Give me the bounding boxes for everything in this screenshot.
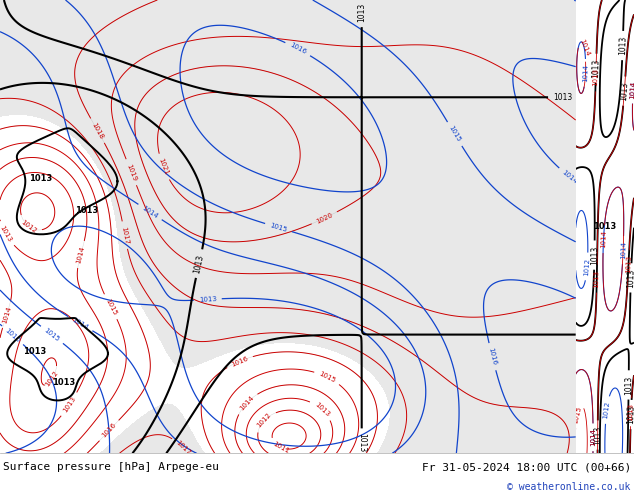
Text: 1013: 1013 — [626, 268, 634, 288]
Text: 1013: 1013 — [592, 59, 601, 78]
Text: 1014: 1014 — [590, 428, 596, 446]
Text: 1016: 1016 — [230, 355, 249, 368]
Text: 1012: 1012 — [583, 257, 591, 276]
Text: 1014: 1014 — [561, 169, 579, 185]
Text: 1013: 1013 — [625, 255, 632, 273]
Text: 1015: 1015 — [448, 125, 462, 143]
Text: 1013: 1013 — [0, 225, 13, 243]
Text: 1012: 1012 — [256, 412, 273, 429]
Text: 1013: 1013 — [618, 36, 628, 55]
Text: 1013: 1013 — [313, 401, 330, 417]
Text: 1015: 1015 — [43, 327, 61, 343]
Text: 1013: 1013 — [198, 296, 217, 303]
Text: 1013: 1013 — [23, 346, 46, 356]
Text: 1013: 1013 — [193, 253, 205, 274]
Text: 1014: 1014 — [620, 241, 626, 259]
Text: 1014: 1014 — [630, 80, 634, 99]
Text: 1020: 1020 — [315, 212, 333, 224]
Text: 1013: 1013 — [593, 68, 599, 87]
Text: 1012: 1012 — [602, 401, 611, 419]
Text: 1014: 1014 — [141, 205, 159, 220]
Text: 1012: 1012 — [20, 219, 38, 234]
Text: 1013: 1013 — [626, 405, 634, 424]
Text: 1014: 1014 — [590, 428, 596, 446]
Text: 1011: 1011 — [272, 441, 290, 455]
Text: 1013: 1013 — [29, 174, 52, 183]
Text: 1013: 1013 — [62, 395, 77, 414]
Text: 1016: 1016 — [288, 42, 307, 56]
Text: 1017: 1017 — [174, 439, 191, 456]
Text: 1019: 1019 — [125, 163, 138, 182]
Text: 1015: 1015 — [318, 370, 337, 384]
Text: 1016: 1016 — [487, 347, 498, 366]
Text: 1013: 1013 — [590, 245, 599, 265]
Text: 1015: 1015 — [573, 405, 582, 424]
Text: 1013: 1013 — [52, 378, 75, 387]
Text: 1013: 1013 — [357, 433, 366, 453]
Text: 1016: 1016 — [4, 327, 22, 343]
Text: 1018: 1018 — [91, 122, 105, 140]
Text: 1014: 1014 — [582, 64, 589, 82]
Text: 1013: 1013 — [628, 403, 634, 421]
Text: 1015: 1015 — [269, 222, 288, 233]
Text: 1014: 1014 — [578, 38, 590, 57]
Text: 1014: 1014 — [630, 80, 634, 99]
Text: Fr 31-05-2024 18:00 UTC (00+66): Fr 31-05-2024 18:00 UTC (00+66) — [422, 462, 631, 472]
Text: 1013: 1013 — [357, 3, 366, 22]
Text: 1014: 1014 — [600, 230, 607, 248]
Text: 1015: 1015 — [104, 297, 117, 316]
Text: 1014: 1014 — [75, 245, 86, 264]
Text: 1017: 1017 — [120, 226, 129, 245]
Text: 1014: 1014 — [238, 394, 255, 412]
Text: 1013: 1013 — [75, 206, 98, 215]
Text: 1013: 1013 — [593, 222, 616, 231]
Text: 1012: 1012 — [44, 370, 60, 388]
Text: © weatheronline.co.uk: © weatheronline.co.uk — [507, 482, 631, 490]
Text: 1013: 1013 — [553, 93, 573, 102]
Text: 1013: 1013 — [624, 375, 633, 394]
Text: 1013: 1013 — [593, 270, 600, 288]
Text: 1014: 1014 — [71, 317, 89, 331]
Text: 1014: 1014 — [1, 305, 12, 324]
Text: Surface pressure [hPa] Arpege-eu: Surface pressure [hPa] Arpege-eu — [3, 462, 219, 472]
Text: 1013: 1013 — [593, 425, 602, 445]
Text: 1013: 1013 — [619, 81, 630, 101]
Text: 1016: 1016 — [101, 422, 117, 439]
Text: 1021: 1021 — [157, 158, 169, 176]
